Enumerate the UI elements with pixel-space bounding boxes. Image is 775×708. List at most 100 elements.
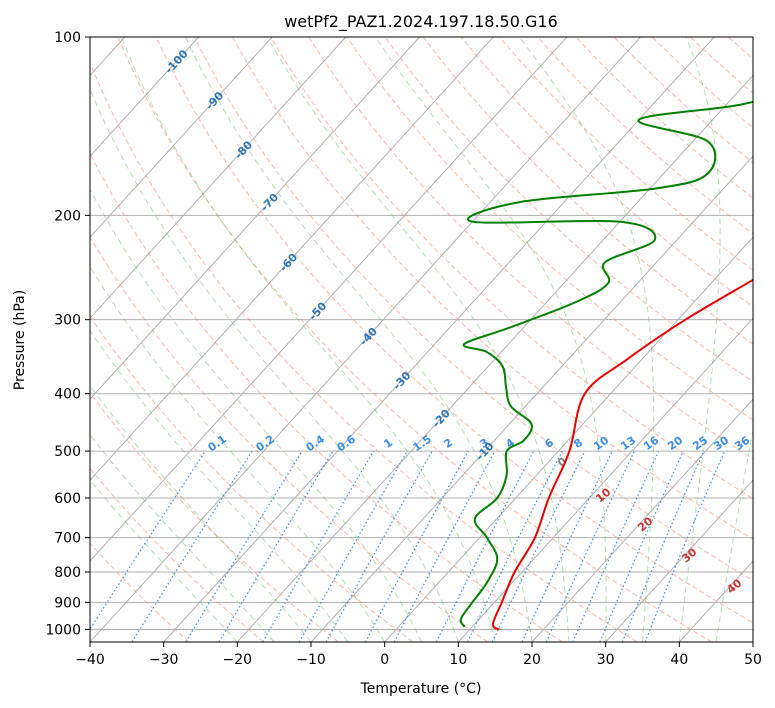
isotherm-line	[163, 37, 715, 642]
dry-adiabat-line	[384, 37, 753, 383]
temperature-profile-line	[491, 278, 753, 631]
dry-adiabat-line	[117, 37, 712, 642]
dry-adiabat-line	[90, 392, 339, 642]
plot-area: 0.1 0.2 0.4 0.6 1 1.5 2 3 4 6 8 10 13 16 20 25 30 36-100-…	[90, 37, 775, 642]
mixing-ratio-line	[599, 450, 684, 642]
x-tick-label: −30	[149, 652, 179, 668]
moist-adiabat-line	[90, 88, 459, 642]
isotherm-line	[236, 74, 753, 642]
moist-adiabat-line	[90, 265, 386, 642]
dry-adiabat-line	[308, 37, 753, 460]
isotherm-line	[752, 641, 753, 642]
mixing-ratio-line	[644, 450, 726, 642]
mixing-ratio-line	[435, 450, 535, 642]
y-tick-label: 500	[54, 444, 81, 460]
dry-adiabat-line	[90, 61, 638, 642]
isotherm-line	[90, 37, 568, 562]
mixing-ratio-label: 16	[641, 433, 661, 453]
dry-adiabat-line	[689, 37, 753, 94]
y-tick-label: 200	[54, 208, 81, 224]
dry-adiabat-line	[270, 37, 753, 500]
x-axis-label: Temperature (°C)	[360, 681, 482, 697]
isotherm-line	[90, 37, 494, 481]
y-tick-label: 800	[54, 565, 81, 581]
dry-adiabat-line	[155, 37, 753, 624]
dry-adiabat-line	[460, 37, 753, 308]
moist-adiabat-line	[518, 37, 655, 642]
y-tick-label: 300	[54, 313, 81, 329]
mixing-ratio-line	[466, 450, 563, 642]
mixing-ratio-line	[621, 450, 705, 642]
y-tick-label: 900	[54, 595, 81, 611]
moist-adiabat-line	[90, 479, 238, 642]
dry-adiabat-line	[651, 37, 753, 129]
x-tick-label: −10	[296, 652, 326, 668]
isotherm-line	[90, 37, 199, 158]
dry-adiabat-line	[90, 315, 414, 642]
plot-frame	[89, 36, 754, 643]
y-axis: 1000 900 800 700 600 500 400 300 200 100	[45, 30, 90, 638]
mixing-ratio-line	[131, 450, 253, 642]
mixing-ratio-line	[393, 450, 496, 642]
x-tick-label: 10	[449, 652, 467, 668]
moist-adiabat-label: 10	[593, 485, 613, 505]
mixing-ratio-line	[185, 450, 303, 642]
mixing-ratio-label: 30	[711, 433, 731, 453]
mixing-ratio-label: 20	[665, 433, 685, 453]
moist-adiabat-line	[715, 427, 753, 642]
isotherm-line	[90, 37, 641, 642]
moist-adiabat-line	[120, 37, 496, 642]
dry-adiabat-line	[422, 37, 753, 345]
mixing-ratio-label: 10	[591, 433, 611, 453]
isotherm-line	[90, 37, 273, 238]
moist-adiabat-line	[90, 384, 312, 642]
mixing-ratio-line	[262, 450, 375, 642]
y-tick-label: 100	[54, 30, 81, 46]
x-tick-label: 20	[523, 652, 541, 668]
x-axis: −40 −30 −20 −10 0 10 20 30 40 50	[75, 642, 762, 668]
x-tick-label: 40	[670, 652, 688, 668]
moist-adiabat-line	[90, 434, 275, 642]
mixing-ratio-label: 6	[542, 436, 556, 451]
y-tick-label: 700	[54, 531, 81, 547]
y-tick-label: 600	[54, 491, 81, 507]
dry-adiabat-line	[193, 37, 753, 582]
isotherm-line	[384, 236, 753, 642]
x-tick-label: −20	[223, 652, 253, 668]
isotherm-line	[90, 37, 420, 400]
moist-adiabat-label: 40	[724, 576, 744, 596]
dry-adiabat-line	[90, 152, 563, 642]
isotherm-line	[531, 398, 753, 642]
dry-adiabat-line	[90, 467, 264, 642]
mixing-ratio-label: 13	[618, 434, 638, 453]
mixing-ratio-label: 2	[441, 436, 455, 451]
isotherm-line	[90, 37, 347, 319]
isotherm-line	[457, 317, 753, 642]
isotherm-label: -100	[162, 47, 191, 76]
dry-adiabat-line	[728, 37, 753, 60]
mixing-ratio-line	[218, 450, 334, 642]
moist-adiabat-line	[267, 37, 570, 642]
mixing-ratio-line	[572, 450, 660, 642]
dry-adiabat-line	[90, 542, 190, 642]
mixing-ratio-line	[298, 450, 408, 642]
y-axis-label: Pressure (hPa)	[12, 290, 28, 390]
moist-adiabat-line	[678, 37, 721, 642]
x-tick-label: 0	[380, 652, 389, 668]
mixing-ratio-line	[325, 450, 433, 642]
dewpoint-profile-line	[459, 100, 753, 628]
moist-adiabat-line	[184, 37, 533, 642]
x-tick-label: 50	[744, 652, 762, 668]
moist-adiabat-line	[90, 329, 349, 642]
dry-adiabat-line	[767, 37, 775, 642]
y-tick-label: 1000	[45, 622, 81, 638]
x-tick-label: 30	[597, 652, 615, 668]
x-tick-label: −40	[75, 652, 105, 668]
moist-adiabat-label: 30	[679, 545, 699, 565]
isotherm-line	[605, 479, 753, 642]
mixing-ratio-line	[364, 450, 469, 642]
mixing-ratio-line	[90, 450, 206, 631]
mixing-ratio-label: 25	[690, 434, 710, 453]
moist-adiabat-line	[375, 37, 607, 642]
